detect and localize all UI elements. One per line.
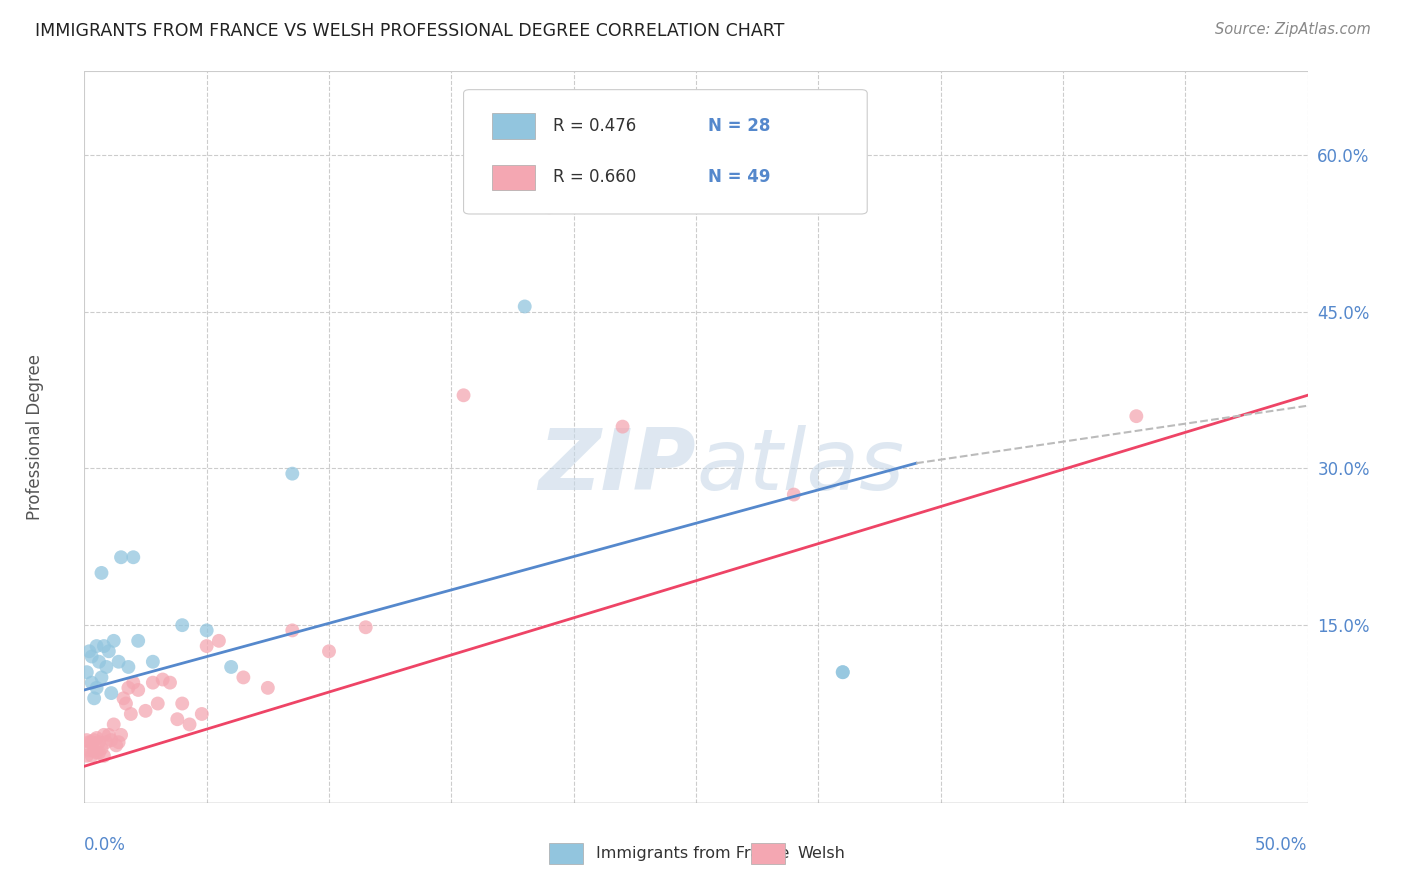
Point	[87, 735, 110, 749]
Point	[513, 300, 536, 314]
Point	[107, 735, 129, 749]
Point	[538, 200, 561, 214]
Point	[103, 717, 125, 731]
Point	[166, 712, 188, 726]
Point	[195, 624, 218, 638]
Text: Source: ZipAtlas.com: Source: ZipAtlas.com	[1215, 22, 1371, 37]
Point	[80, 649, 103, 664]
Text: N = 28: N = 28	[709, 117, 770, 136]
Point	[90, 741, 112, 756]
Point	[453, 388, 475, 402]
Point	[159, 675, 181, 690]
Point	[86, 731, 108, 745]
Text: ZIP: ZIP	[538, 425, 696, 508]
Text: Immigrants from France: Immigrants from France	[596, 846, 789, 861]
Point	[80, 735, 103, 749]
Point	[90, 670, 112, 684]
Point	[152, 673, 174, 687]
Point	[77, 735, 100, 749]
Point	[96, 660, 118, 674]
Point	[87, 655, 110, 669]
Point	[354, 620, 377, 634]
Point	[93, 748, 115, 763]
Point	[142, 655, 165, 669]
Bar	[492, 113, 534, 139]
Point	[100, 686, 122, 700]
Point	[135, 704, 157, 718]
Point	[100, 733, 122, 747]
Point	[110, 728, 132, 742]
Point	[612, 419, 634, 434]
Point	[87, 746, 110, 760]
Text: N = 49: N = 49	[709, 169, 770, 186]
Bar	[751, 843, 786, 863]
Point	[110, 550, 132, 565]
Point	[86, 639, 108, 653]
Text: 50.0%: 50.0%	[1256, 836, 1308, 854]
Text: R = 0.660: R = 0.660	[553, 169, 636, 186]
Point	[86, 681, 108, 695]
Text: R = 0.476: R = 0.476	[553, 117, 636, 136]
Point	[117, 660, 139, 674]
Point	[76, 748, 98, 763]
Text: Welsh: Welsh	[797, 846, 845, 861]
Point	[122, 675, 145, 690]
Point	[172, 697, 194, 711]
Point	[172, 618, 194, 632]
Point	[281, 467, 304, 481]
Point	[257, 681, 280, 695]
Text: 0.0%: 0.0%	[84, 836, 127, 854]
Point	[122, 550, 145, 565]
Text: atlas: atlas	[696, 425, 904, 508]
Point	[318, 644, 340, 658]
Point	[86, 746, 108, 760]
Point	[1125, 409, 1147, 424]
Text: IMMIGRANTS FROM FRANCE VS WELSH PROFESSIONAL DEGREE CORRELATION CHART: IMMIGRANTS FROM FRANCE VS WELSH PROFESSI…	[35, 22, 785, 40]
Point	[103, 633, 125, 648]
FancyBboxPatch shape	[464, 90, 868, 214]
Point	[97, 644, 120, 658]
Point	[115, 697, 138, 711]
Point	[191, 706, 214, 721]
Point	[77, 743, 100, 757]
Point	[83, 733, 105, 747]
Point	[232, 670, 254, 684]
Point	[783, 487, 806, 501]
Point	[80, 675, 103, 690]
Point	[93, 639, 115, 653]
Point	[90, 566, 112, 580]
Point	[195, 639, 218, 653]
Point	[831, 665, 853, 680]
Point	[146, 697, 169, 711]
Point	[105, 739, 128, 753]
Bar	[492, 165, 534, 190]
Point	[142, 675, 165, 690]
Point	[76, 665, 98, 680]
Point	[76, 733, 98, 747]
Point	[107, 655, 129, 669]
Point	[83, 743, 105, 757]
Point	[127, 633, 149, 648]
Point	[127, 682, 149, 697]
Point	[77, 644, 100, 658]
Point	[93, 728, 115, 742]
Point	[208, 633, 231, 648]
Text: Professional Degree: Professional Degree	[27, 354, 45, 520]
Point	[83, 691, 105, 706]
Bar	[550, 843, 583, 863]
Point	[117, 681, 139, 695]
Point	[831, 665, 853, 680]
Point	[80, 748, 103, 763]
Point	[97, 728, 120, 742]
Point	[120, 706, 142, 721]
Point	[96, 735, 118, 749]
Point	[179, 717, 201, 731]
Point	[219, 660, 242, 674]
Point	[281, 624, 304, 638]
Point	[112, 691, 135, 706]
